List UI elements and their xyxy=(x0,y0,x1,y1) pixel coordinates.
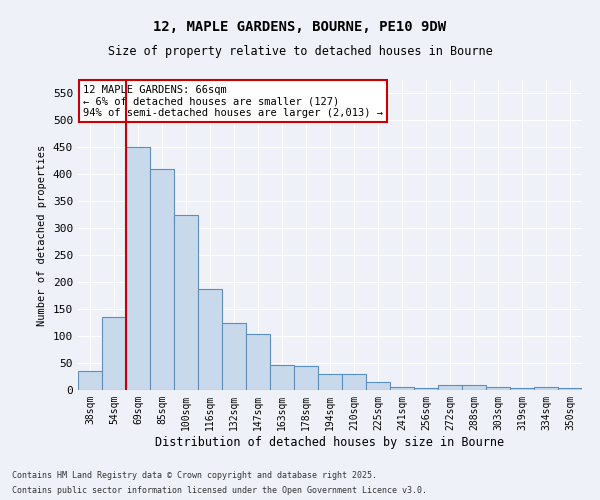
Bar xyxy=(150,169,174,390)
Bar xyxy=(102,317,126,390)
Bar xyxy=(270,364,294,390)
Bar xyxy=(198,288,222,390)
Bar xyxy=(342,374,366,390)
Bar xyxy=(318,374,342,390)
Bar xyxy=(414,388,438,390)
Bar xyxy=(222,322,246,390)
Y-axis label: Number of detached properties: Number of detached properties xyxy=(37,144,47,326)
Text: 12 MAPLE GARDENS: 66sqm
← 6% of detached houses are smaller (127)
94% of semi-de: 12 MAPLE GARDENS: 66sqm ← 6% of detached… xyxy=(83,84,383,118)
Text: Contains HM Land Registry data © Crown copyright and database right 2025.: Contains HM Land Registry data © Crown c… xyxy=(12,471,377,480)
Bar xyxy=(462,384,486,390)
Bar xyxy=(174,215,198,390)
X-axis label: Distribution of detached houses by size in Bourne: Distribution of detached houses by size … xyxy=(155,436,505,448)
Bar xyxy=(126,148,150,390)
Bar xyxy=(438,385,462,390)
Bar xyxy=(78,371,102,390)
Text: Size of property relative to detached houses in Bourne: Size of property relative to detached ho… xyxy=(107,45,493,58)
Bar xyxy=(558,388,582,390)
Bar xyxy=(486,388,510,390)
Text: Contains public sector information licensed under the Open Government Licence v3: Contains public sector information licen… xyxy=(12,486,427,495)
Bar xyxy=(366,382,390,390)
Bar xyxy=(294,366,318,390)
Bar xyxy=(390,387,414,390)
Bar xyxy=(534,388,558,390)
Text: 12, MAPLE GARDENS, BOURNE, PE10 9DW: 12, MAPLE GARDENS, BOURNE, PE10 9DW xyxy=(154,20,446,34)
Bar xyxy=(246,334,270,390)
Bar xyxy=(510,388,534,390)
